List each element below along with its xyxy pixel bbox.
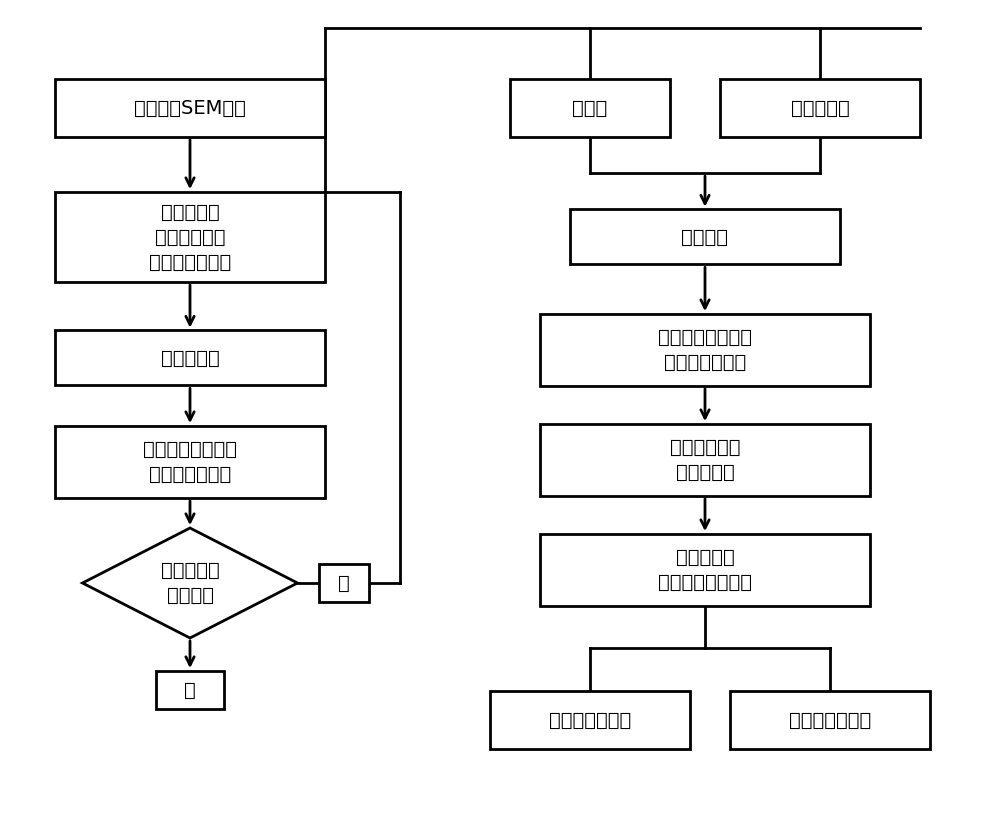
Bar: [540, 424, 870, 496]
Text: 运行结点间是否连
结判断识别算法: 运行结点间是否连 结判断识别算法: [658, 328, 752, 372]
Bar: [540, 314, 870, 386]
Text: 将图像与原图灰度
图进行卷积计算: 将图像与原图灰度 图进行卷积计算: [143, 440, 237, 484]
Bar: [156, 671, 224, 709]
Bar: [720, 79, 920, 137]
Bar: [55, 330, 325, 385]
Text: 形态学处理: 形态学处理: [161, 349, 219, 368]
Text: 获取连通结点
对坐标数据: 获取连通结点 对坐标数据: [670, 438, 740, 482]
Bar: [55, 79, 325, 137]
Bar: [540, 534, 870, 606]
Text: 骨架化重建模型: 骨架化重建模型: [789, 711, 871, 730]
Text: 边缘线提取: 边缘线提取: [791, 99, 849, 117]
Bar: [510, 79, 670, 137]
Bar: [570, 210, 840, 265]
Text: 是: 是: [184, 680, 196, 700]
Text: 结点对连线
完成直线替代曲线: 结点对连线 完成直线替代曲线: [658, 548, 752, 592]
Bar: [319, 564, 369, 602]
Text: 相关性是否
达到阈值: 相关性是否 达到阈值: [161, 561, 219, 605]
Polygon shape: [82, 528, 298, 638]
Bar: [730, 691, 930, 749]
Bar: [55, 426, 325, 498]
Bar: [55, 192, 325, 282]
Text: 结点获取: 结点获取: [682, 227, 728, 246]
Text: 骨架化: 骨架化: [572, 99, 608, 117]
Text: 进行灰度化
双阈值二值化
局部阈值二值化: 进行灰度化 双阈值二值化 局部阈值二值化: [149, 203, 231, 272]
Text: 读入纸张SEM图像: 读入纸张SEM图像: [134, 99, 246, 117]
Text: 否: 否: [338, 573, 350, 592]
Bar: [490, 691, 690, 749]
Text: 边缘线重建模型: 边缘线重建模型: [549, 711, 631, 730]
